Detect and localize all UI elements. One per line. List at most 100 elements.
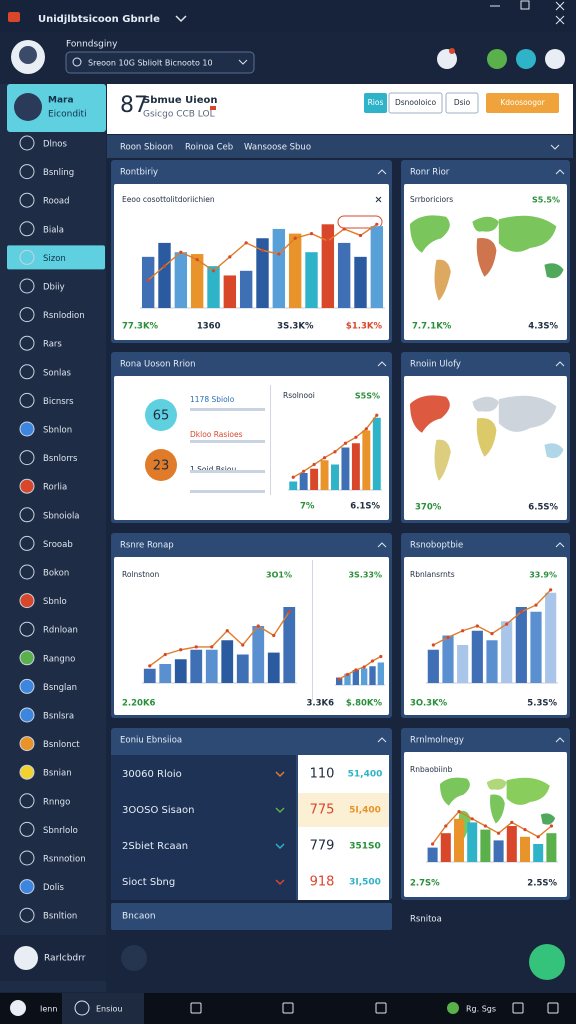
chart-footer: 77.3K% xyxy=(122,322,159,332)
sidebar-item[interactable]: Rars xyxy=(43,340,62,350)
task-icon[interactable] xyxy=(375,1002,387,1014)
bar xyxy=(331,464,339,490)
bar xyxy=(236,654,249,683)
top-button-label[interactable]: Dsio xyxy=(454,98,471,107)
trend-point xyxy=(431,842,435,846)
tab[interactable]: Wansoose Sbuo xyxy=(244,143,311,153)
sidebar-item[interactable]: Bsnlonct xyxy=(43,740,80,750)
sidebar-item[interactable]: Sbnoiola xyxy=(43,511,80,521)
sidebar-item[interactable]: Sonlas xyxy=(43,368,72,378)
panel-title: Eoniu Ebnsiioa xyxy=(120,736,182,746)
close-x[interactable] xyxy=(555,15,565,25)
sidebar-item[interactable]: Bokon xyxy=(43,569,69,579)
bar xyxy=(321,224,335,308)
bar xyxy=(530,611,542,683)
tab[interactable]: Roinoa Ceb xyxy=(185,143,233,153)
top-button-label[interactable]: Dsnooloico xyxy=(395,98,436,107)
panel-caret[interactable] xyxy=(377,361,387,367)
bar xyxy=(205,649,218,683)
sidebar-icon xyxy=(19,335,35,351)
trend-point xyxy=(375,222,379,226)
header-icon[interactable] xyxy=(462,49,482,69)
bar xyxy=(546,833,557,862)
sidebar-item[interactable]: Sbnlo xyxy=(43,597,67,607)
sidebar-icon xyxy=(19,821,35,837)
sidebar-item[interactable]: Rdnloan xyxy=(43,626,78,636)
trend-point xyxy=(260,248,265,252)
bar xyxy=(453,818,465,862)
progress xyxy=(190,408,265,411)
panel-caret[interactable] xyxy=(377,737,387,743)
task-icon[interactable] xyxy=(282,1002,294,1014)
top-button[interactable] xyxy=(445,92,479,114)
trend-point xyxy=(470,817,474,821)
header-icon[interactable] xyxy=(545,49,565,69)
chart-footer: 2.7S% xyxy=(410,879,440,889)
sidebar-item[interactable]: Dolis xyxy=(43,883,64,893)
trend-point xyxy=(510,820,514,825)
header-icon[interactable] xyxy=(516,49,536,69)
top-button-label[interactable]: Kdoosoogor xyxy=(500,98,545,107)
task-icon[interactable] xyxy=(74,1000,90,1016)
sidebar-item[interactable]: Bicnsrs xyxy=(43,397,74,407)
map-region xyxy=(544,443,564,459)
search-box[interactable] xyxy=(65,51,255,74)
header-icon[interactable] xyxy=(487,49,507,69)
task-icon[interactable] xyxy=(190,1002,202,1014)
row-chevron[interactable] xyxy=(275,807,285,814)
top-button[interactable] xyxy=(364,93,387,113)
top-button[interactable] xyxy=(388,92,443,114)
tab[interactable]: Roon Sbioon xyxy=(120,143,173,153)
sidebar-item[interactable]: Sbnrlolo xyxy=(43,826,78,836)
sidebar-item[interactable]: Rsnlodion xyxy=(43,311,85,321)
row-chevron[interactable] xyxy=(275,879,285,886)
task-icon[interactable] xyxy=(547,1002,559,1014)
bar xyxy=(493,840,504,862)
sidebar-item[interactable]: Rorlia xyxy=(43,483,67,493)
sidebar-item[interactable]: Bsnglan xyxy=(43,683,77,693)
sidebar-item[interactable]: Dlnos xyxy=(43,140,67,150)
trend-point xyxy=(241,643,245,647)
panel-caret[interactable] xyxy=(377,169,387,175)
sidebar-item[interactable]: Rnngo xyxy=(43,797,70,807)
row-chevron[interactable] xyxy=(275,771,285,778)
fab[interactable] xyxy=(529,944,565,980)
sidebar-item[interactable]: Bsnian xyxy=(43,769,72,779)
sidebar-item[interactable]: Rooad xyxy=(43,197,70,207)
sidebar-item[interactable]: Bsnlsra xyxy=(43,712,74,722)
sidebar-item[interactable]: Bsnling xyxy=(43,168,74,178)
panel-caret[interactable] xyxy=(555,169,565,175)
trend-point xyxy=(523,828,527,832)
sidebar-item[interactable]: Biala xyxy=(43,225,64,235)
chart-title: Eeoo cosottolitdoriichien xyxy=(122,195,215,204)
panel-caret[interactable] xyxy=(377,542,387,548)
sidebar-item[interactable]: Bsnltion xyxy=(43,912,77,922)
chart-close[interactable] xyxy=(375,196,382,203)
sidebar-item[interactable]: Srooab xyxy=(43,540,73,550)
top-title: Sbmue Uieon xyxy=(143,95,217,106)
panel-caret[interactable] xyxy=(555,737,565,743)
task-label[interactable]: Ensiou xyxy=(96,1005,122,1014)
sidebar-item[interactable]: Sizon xyxy=(43,254,66,264)
sidebar-item[interactable]: Sbnlon xyxy=(43,426,72,436)
sidebar-item[interactable]: Rsnnotion xyxy=(43,855,86,865)
panel-caret[interactable] xyxy=(555,361,565,367)
panel-caret[interactable] xyxy=(555,542,565,548)
sidebar-item[interactable]: Dbiiy xyxy=(43,283,65,293)
settings-button[interactable] xyxy=(121,945,147,971)
map-region xyxy=(506,777,550,805)
top-button-label[interactable]: Rios xyxy=(368,98,384,107)
footer-user: Rarlcbdrr xyxy=(44,954,86,964)
panel-divider xyxy=(312,560,313,700)
maximize[interactable] xyxy=(520,0,530,10)
sidebar-item[interactable]: Bsnlorrs xyxy=(43,454,78,464)
start-icon[interactable] xyxy=(10,1000,26,1016)
dropdown-caret[interactable] xyxy=(175,15,187,23)
top-button[interactable] xyxy=(486,93,559,113)
close[interactable] xyxy=(555,1,565,11)
task-icon[interactable] xyxy=(512,1002,524,1014)
trend-line xyxy=(432,810,552,845)
sidebar-item[interactable]: Rangno xyxy=(43,654,75,664)
row-chevron[interactable] xyxy=(275,843,285,850)
bar xyxy=(158,242,171,308)
